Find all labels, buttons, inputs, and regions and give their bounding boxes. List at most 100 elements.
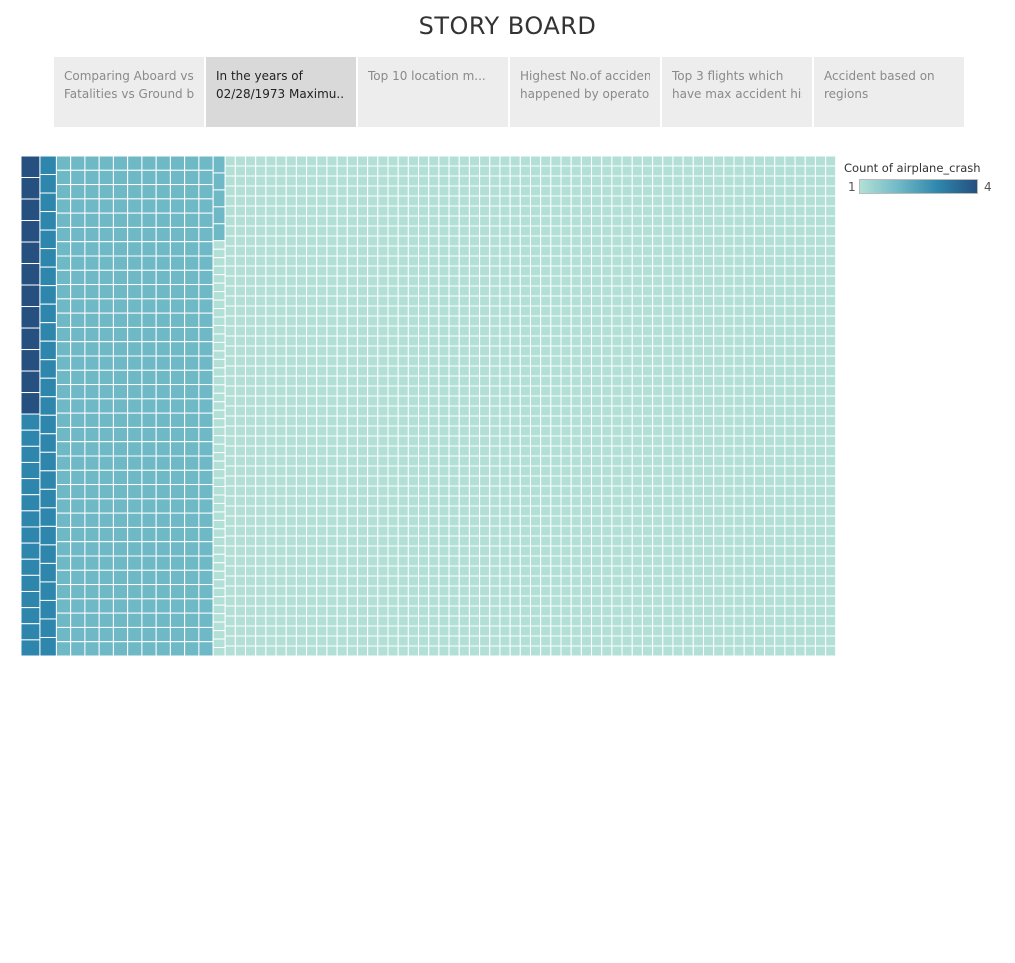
treemap-tile[interactable] [794, 605, 806, 617]
treemap-tile[interactable] [387, 255, 399, 267]
treemap-tile[interactable] [367, 345, 379, 357]
treemap-tile[interactable] [519, 535, 531, 547]
treemap-tile[interactable] [540, 245, 552, 257]
treemap-tile[interactable] [21, 327, 41, 351]
treemap-tile[interactable] [825, 235, 836, 247]
treemap-tile[interactable] [367, 635, 379, 647]
treemap-tile[interactable] [356, 355, 369, 367]
treemap-tile[interactable] [98, 455, 114, 471]
treemap-tile[interactable] [245, 385, 257, 397]
treemap-tile[interactable] [825, 355, 836, 367]
treemap-tile[interactable] [774, 515, 786, 527]
treemap-tile[interactable] [713, 225, 725, 237]
treemap-tile[interactable] [397, 425, 409, 437]
treemap-tile[interactable] [326, 435, 338, 447]
treemap-tile[interactable] [295, 635, 308, 647]
treemap-tile[interactable] [611, 275, 623, 287]
treemap-tile[interactable] [519, 345, 531, 357]
treemap-tile[interactable] [224, 625, 236, 637]
treemap-tile[interactable] [377, 245, 389, 257]
treemap-tile[interactable] [418, 565, 430, 577]
treemap-tile[interactable] [295, 165, 308, 177]
treemap-tile[interactable] [621, 565, 633, 577]
treemap-tile[interactable] [438, 205, 450, 217]
treemap-tile[interactable] [458, 565, 470, 577]
treemap-tile[interactable] [55, 212, 72, 228]
treemap-tile[interactable] [672, 165, 684, 177]
treemap-tile[interactable] [479, 295, 491, 307]
treemap-tile[interactable] [98, 298, 114, 314]
treemap-tile[interactable] [713, 535, 725, 547]
treemap-tile[interactable] [127, 156, 143, 171]
treemap-tile[interactable] [336, 365, 348, 377]
treemap-tile[interactable] [509, 475, 521, 487]
treemap-tile[interactable] [306, 565, 318, 577]
treemap-tile[interactable] [662, 465, 674, 477]
treemap-tile[interactable] [70, 269, 86, 286]
treemap-tile[interactable] [316, 635, 328, 647]
treemap-tile[interactable] [540, 535, 552, 547]
treemap-tile[interactable] [479, 285, 491, 297]
treemap-tile[interactable] [804, 375, 816, 387]
treemap-tile[interactable] [672, 615, 684, 627]
treemap-tile[interactable] [621, 225, 633, 237]
treemap-tile[interactable] [397, 305, 409, 317]
treemap-tile[interactable] [550, 156, 562, 167]
treemap-tile[interactable] [448, 585, 460, 597]
treemap-tile[interactable] [356, 345, 369, 357]
treemap-tile[interactable] [265, 615, 277, 627]
treemap-tile[interactable] [814, 315, 827, 327]
treemap-tile[interactable] [784, 225, 796, 237]
treemap-tile[interactable] [662, 156, 674, 167]
treemap-tile[interactable] [641, 615, 654, 627]
treemap-tile[interactable] [155, 584, 171, 600]
treemap-tile[interactable] [245, 175, 257, 187]
treemap-tile[interactable] [682, 355, 694, 367]
treemap-tile[interactable] [127, 255, 143, 271]
treemap-tile[interactable] [591, 495, 603, 507]
treemap-tile[interactable] [458, 615, 470, 627]
treemap-tile[interactable] [560, 565, 572, 577]
treemap-tile[interactable] [560, 415, 572, 427]
treemap-tile[interactable] [560, 505, 572, 517]
treemap-tile[interactable] [84, 212, 100, 228]
treemap-tile[interactable] [550, 535, 562, 547]
treemap-tile[interactable] [591, 515, 603, 527]
treemap-tile[interactable] [529, 445, 542, 457]
treemap-tile[interactable] [275, 215, 287, 227]
treemap-tile[interactable] [702, 605, 715, 617]
treemap-tile[interactable] [212, 172, 226, 191]
treemap-tile[interactable] [98, 498, 114, 514]
treemap-tile[interactable] [753, 435, 766, 447]
treemap-tile[interactable] [641, 545, 654, 557]
treemap-tile[interactable] [499, 625, 511, 637]
treemap-tile[interactable] [560, 325, 572, 337]
treemap-tile[interactable] [265, 315, 277, 327]
treemap-tile[interactable] [184, 626, 200, 643]
treemap-tile[interactable] [356, 205, 369, 217]
treemap-tile[interactable] [641, 185, 654, 197]
treemap-tile[interactable] [743, 455, 755, 467]
treemap-tile[interactable] [519, 355, 531, 367]
treemap-tile[interactable] [448, 535, 460, 547]
treemap-tile[interactable] [550, 555, 562, 567]
treemap-tile[interactable] [499, 535, 511, 547]
treemap-tile[interactable] [519, 495, 531, 507]
treemap-tile[interactable] [212, 401, 226, 411]
treemap-tile[interactable] [611, 335, 623, 347]
treemap-tile[interactable] [356, 465, 369, 477]
treemap-tile[interactable] [743, 375, 755, 387]
treemap-tile[interactable] [468, 225, 481, 237]
treemap-tile[interactable] [580, 165, 593, 177]
treemap-tile[interactable] [479, 615, 491, 627]
treemap-tile[interactable] [509, 295, 521, 307]
treemap-tile[interactable] [733, 535, 745, 547]
treemap-tile[interactable] [127, 284, 143, 300]
treemap-tile[interactable] [733, 245, 745, 257]
treemap-tile[interactable] [84, 484, 100, 500]
treemap-tile[interactable] [825, 475, 836, 487]
treemap-tile[interactable] [825, 435, 836, 447]
treemap-tile[interactable] [127, 369, 143, 386]
treemap-tile[interactable] [692, 355, 704, 367]
treemap-tile[interactable] [377, 335, 389, 347]
